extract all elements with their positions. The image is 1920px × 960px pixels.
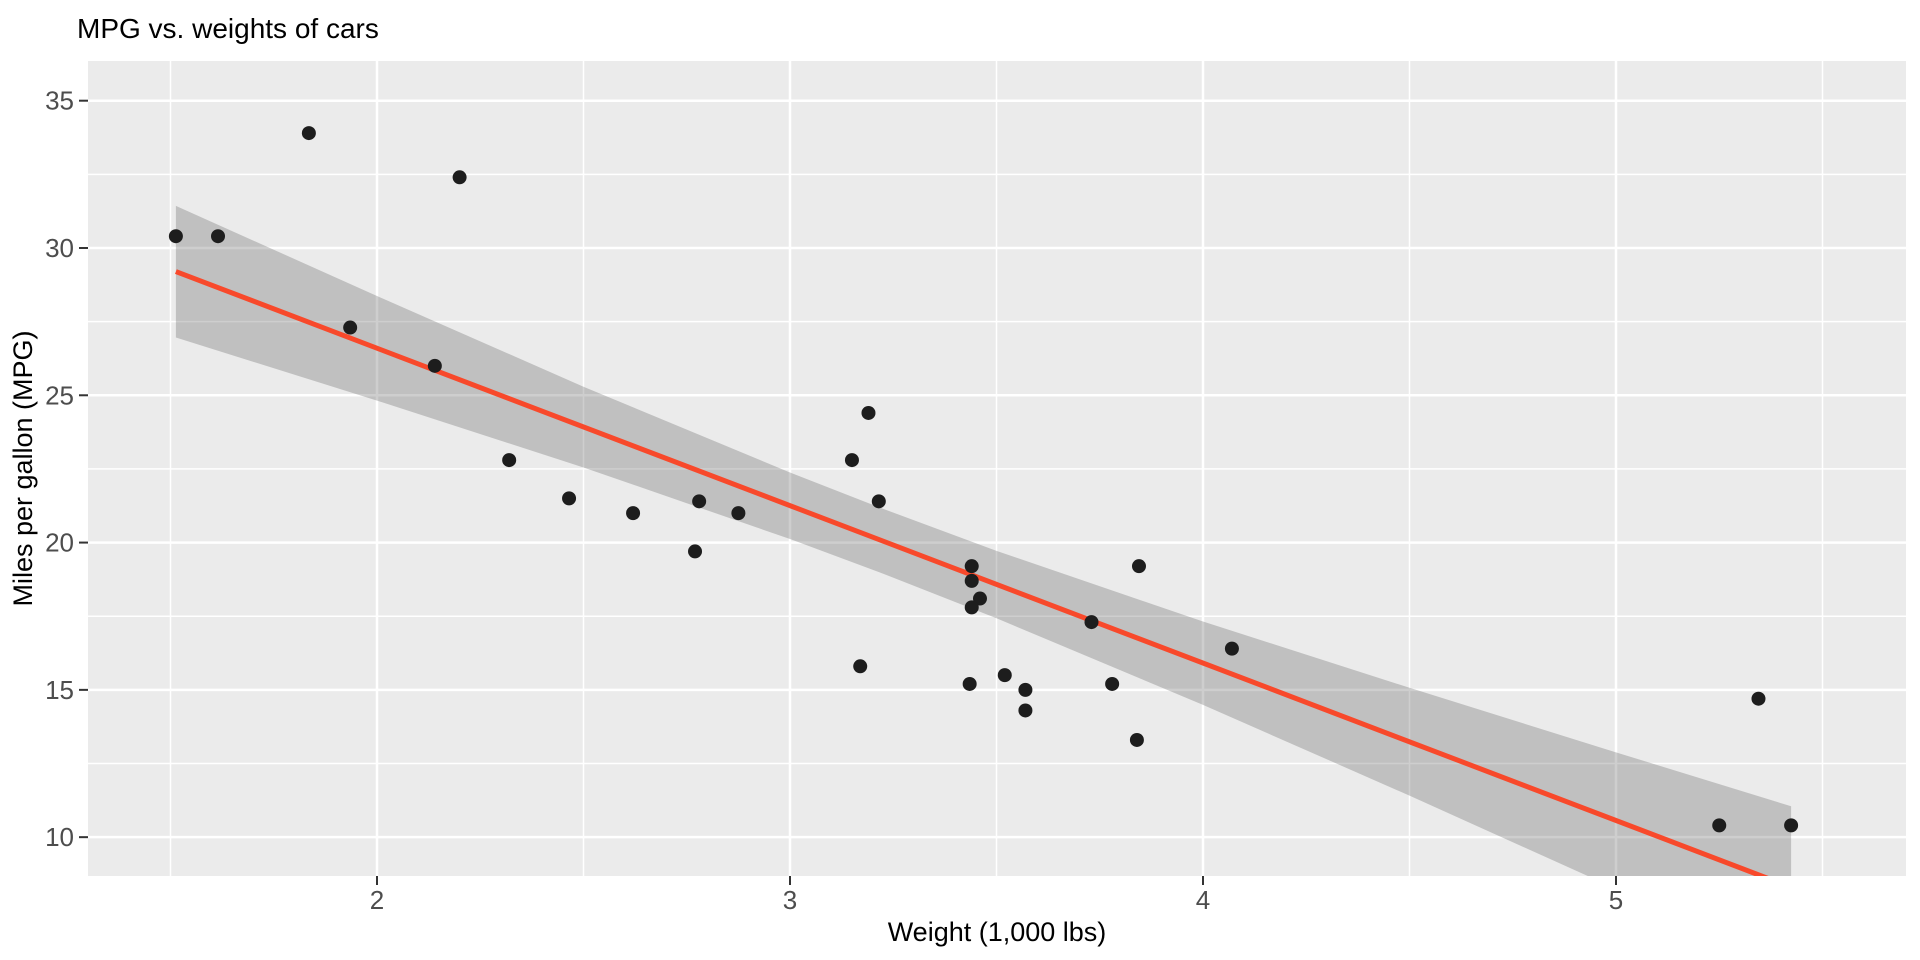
data-point [1018, 682, 1033, 697]
y-tick-label: 30 [45, 233, 74, 263]
data-point [301, 126, 316, 141]
data-point [844, 453, 859, 468]
regression-layer [174, 205, 1792, 876]
regression-line [174, 269, 1769, 876]
data-point [964, 573, 979, 588]
axis-ticks: 2 3 4 5 35 30 25 20 15 10 [45, 86, 1623, 915]
data-point [1784, 818, 1799, 833]
x-tick-label: 5 [1609, 885, 1623, 915]
data-point [731, 506, 746, 521]
data-point [343, 320, 358, 335]
data-point [427, 358, 442, 373]
data-point [562, 491, 577, 506]
data-point [452, 170, 467, 185]
data-point [962, 676, 977, 691]
data-point [972, 591, 987, 606]
x-axis-title: Weight (1,000 lbs) [888, 917, 1107, 947]
data-point [211, 229, 226, 244]
data-point [853, 659, 868, 674]
data-point [1105, 676, 1120, 691]
data-point [1084, 615, 1099, 630]
data-point [1751, 691, 1766, 706]
data-point [871, 494, 886, 509]
y-axis-title: Miles per gallon (MPG) [8, 330, 38, 606]
data-point [168, 229, 183, 244]
y-tick-label: 10 [45, 822, 74, 852]
confidence-ribbon [175, 205, 1792, 876]
y-tick-label: 25 [45, 380, 74, 410]
plot-title: MPG vs. weights of cars [77, 13, 379, 44]
data-point [502, 453, 517, 468]
data-point [997, 668, 1012, 683]
x-tick-label: 2 [370, 885, 384, 915]
data-point [964, 559, 979, 574]
data-point [626, 506, 641, 521]
y-tick-label: 15 [45, 675, 74, 705]
data-point [692, 494, 707, 509]
gridlines [88, 61, 1906, 876]
x-tick-label: 4 [1196, 885, 1210, 915]
data-point [1131, 559, 1146, 574]
data-point [964, 600, 979, 615]
data-point [688, 544, 703, 559]
y-tick-label: 20 [45, 528, 74, 558]
data-point [1712, 818, 1727, 833]
x-tick-label: 3 [783, 885, 797, 915]
data-points [168, 126, 1799, 833]
data-point [1018, 703, 1033, 718]
data-point [1224, 641, 1239, 656]
data-point [861, 405, 876, 420]
y-tick-label: 35 [45, 86, 74, 116]
data-point [1129, 732, 1144, 747]
